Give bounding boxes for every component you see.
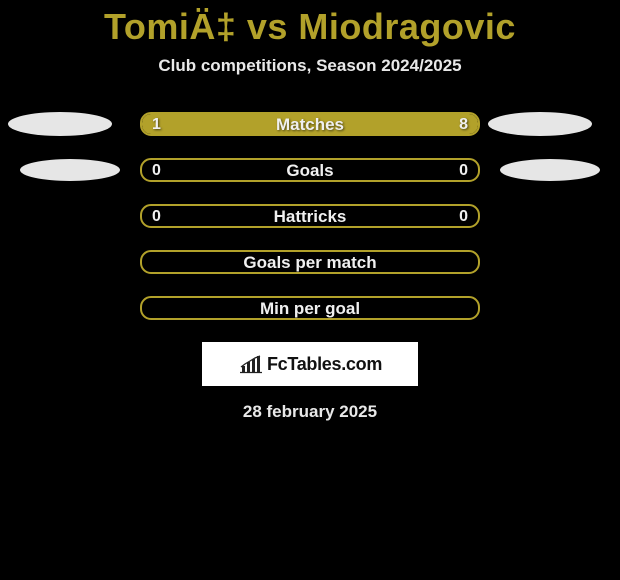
stat-row: 18Matches (140, 112, 480, 136)
date-text: 28 february 2025 (243, 402, 377, 421)
stat-row: 0 0Hattricks (140, 204, 480, 228)
source-logo-box: FcTables.com (202, 342, 418, 386)
source-logo-text: FcTables.com (267, 354, 382, 375)
stat-row: 0 0Goals (140, 158, 480, 182)
stat-value-left: 0 (152, 160, 161, 182)
stat-value-right: 0 (459, 206, 468, 228)
stat-bar-track: 0 0Hattricks (140, 204, 480, 228)
page-subtitle: Club competitions, Season 2024/2025 (158, 56, 461, 75)
stats-area: 18Matches00Goals00HattricksGoals per mat… (0, 112, 620, 320)
title-wrap: TomiÄ‡ vs Miodragovic (0, 0, 620, 48)
stat-value-right: 8 (459, 114, 468, 136)
player-marker-ellipse (8, 112, 112, 136)
stat-label: Hattricks (142, 206, 478, 228)
stat-value-left: 1 (152, 114, 161, 136)
stat-bar-track: 18Matches (140, 112, 480, 136)
stats-comparison-card: TomiÄ‡ vs Miodragovic Club competitions,… (0, 0, 620, 580)
stat-row: Min per goal (140, 296, 480, 320)
stat-value-right: 0 (459, 160, 468, 182)
stat-bar-track: 0 0Goals (140, 158, 480, 182)
player-marker-ellipse (20, 159, 120, 181)
stat-bar-fill-right (206, 114, 478, 134)
stat-row: Goals per match (140, 250, 480, 274)
stat-label: Goals (142, 160, 478, 182)
player-marker-ellipse (500, 159, 600, 181)
stat-label: Goals per match (142, 252, 478, 274)
subtitle-wrap: Club competitions, Season 2024/2025 (0, 56, 620, 76)
date-line: 28 february 2025 (0, 402, 620, 422)
source-logo: FcTables.com (238, 354, 382, 375)
player-marker-ellipse (488, 112, 592, 136)
page-title: TomiÄ‡ vs Miodragovic (104, 6, 516, 47)
stat-bar-track: Min per goal (140, 296, 480, 320)
stat-value-left: 0 (152, 206, 161, 228)
bars-chart-icon (238, 354, 264, 374)
stat-bar-track: Goals per match (140, 250, 480, 274)
stat-label: Min per goal (142, 298, 478, 320)
